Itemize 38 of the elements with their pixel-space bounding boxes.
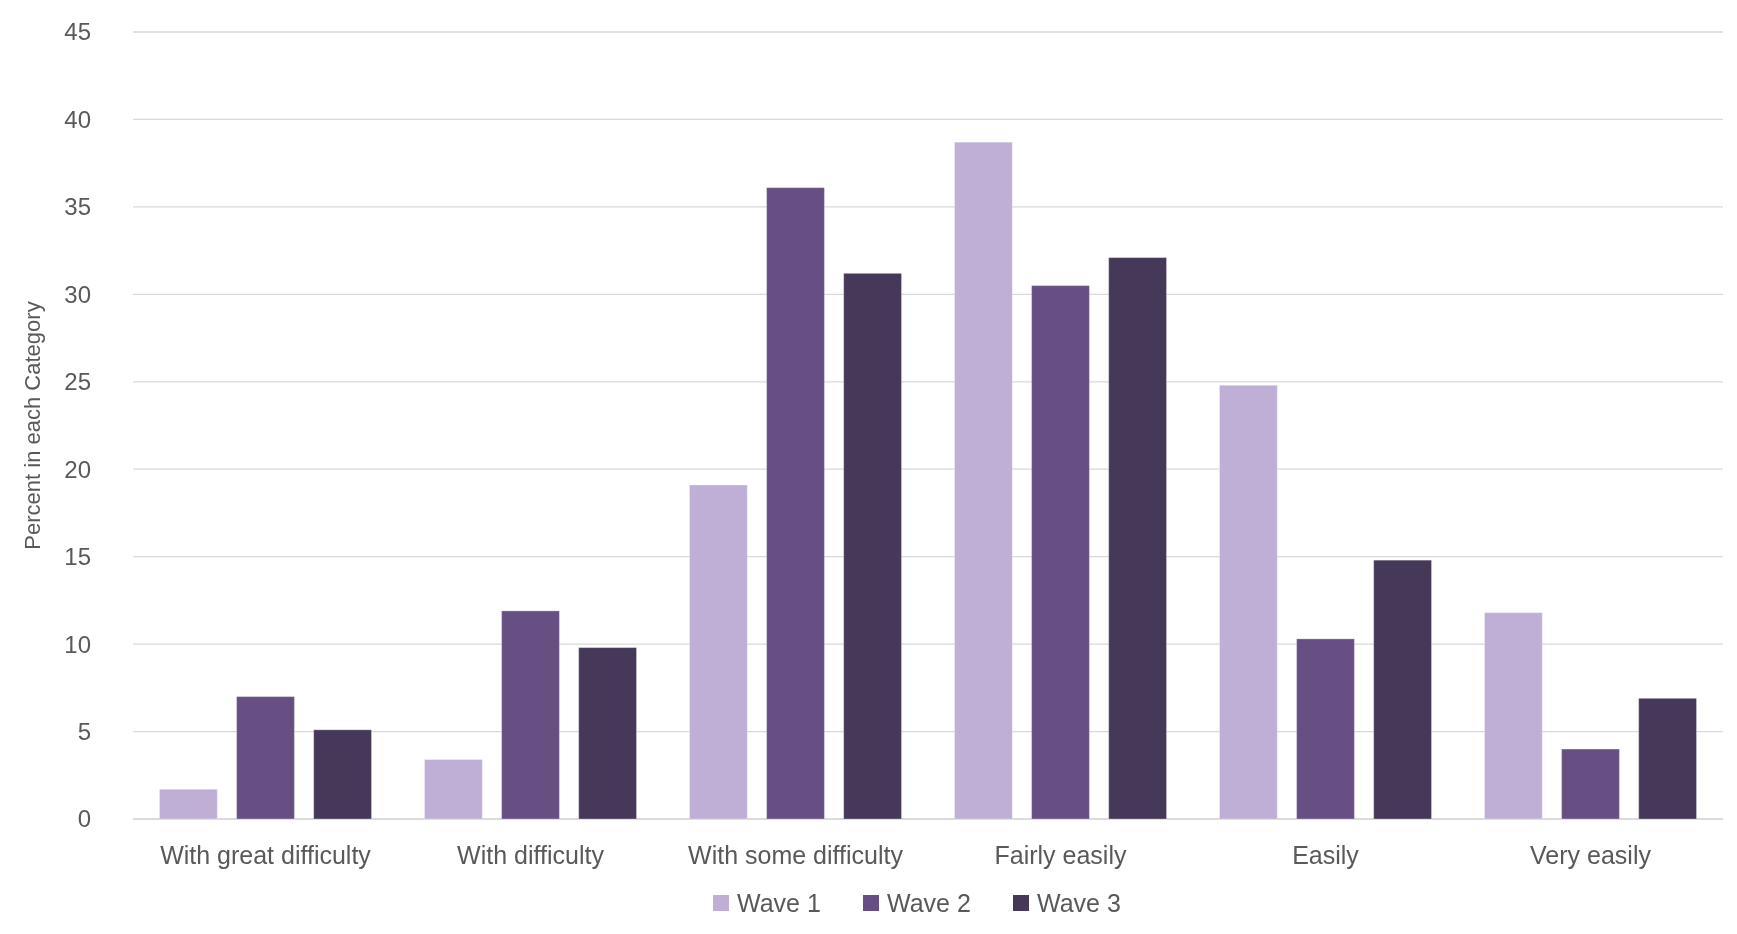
legend-label: Wave 1 [737,888,821,917]
bar [236,696,295,820]
legend-label: Wave 2 [887,888,971,917]
y-axis-title: Percent in each Category [20,301,45,550]
y-tick-label: 5 [77,717,91,745]
y-tick-label: 20 [64,455,91,483]
y-tick-label: 0 [77,805,91,833]
bar [1373,559,1432,820]
bar [1219,384,1278,820]
bar [1561,748,1620,820]
y-tick-label: 10 [64,630,91,658]
bar [501,610,560,820]
y-tick-label: 25 [64,368,91,396]
x-tick-label: With some difficulty [688,841,904,869]
legend-label: Wave 3 [1037,888,1121,917]
bar [1638,697,1697,820]
x-tick-label: With difficulty [457,841,605,869]
x-tick-label: Very easily [1530,841,1652,869]
x-tick-label: Easily [1292,841,1360,869]
bar [1031,285,1090,820]
bar [1484,612,1543,820]
y-tick-label: 30 [64,280,91,308]
bar [159,788,218,820]
y-tick-label: 45 [64,18,91,46]
bar [843,272,902,820]
bar [766,187,825,820]
bar [1108,257,1167,820]
bar [1296,638,1355,820]
y-tick-label: 40 [64,105,91,133]
y-tick-label: 35 [64,193,91,221]
bar [313,729,372,820]
bar [689,484,748,820]
bar [578,647,637,820]
x-tick-label: With great difficulty [160,841,372,869]
bar [424,759,483,820]
y-tick-label: 15 [64,543,91,571]
x-tick-label: Fairly easily [994,841,1127,869]
bar [954,141,1013,820]
